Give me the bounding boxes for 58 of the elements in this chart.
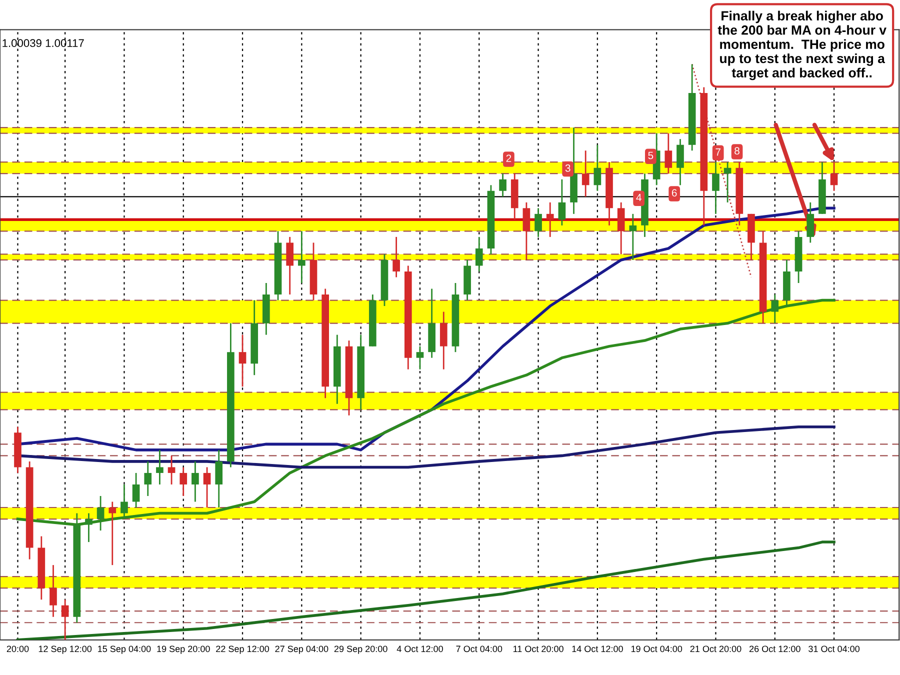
annotation: 2 — [506, 154, 512, 162]
candlestick — [108, 501, 116, 566]
candlestick — [522, 202, 530, 261]
annotation: 3 — [565, 164, 570, 172]
x-tick-label: 19 Sep 20:00 — [157, 646, 210, 654]
candlestick — [192, 460, 199, 502]
candlestick — [558, 178, 566, 226]
x-tick-label: 29 Sep 20:00 — [334, 646, 388, 654]
candlestick — [806, 202, 814, 244]
x-tick-label: 7 Oct 04:00 — [456, 646, 502, 652]
candlestick — [203, 466, 211, 508]
candlestick — [144, 460, 152, 497]
x-tick-label: 4 Oct 12:00 — [396, 646, 443, 652]
candlestick — [617, 202, 625, 255]
annotation: 8 — [734, 147, 740, 155]
candlestick — [50, 564, 57, 618]
x-tick-label: 27 Sep 04:00 — [275, 646, 328, 654]
candlestick — [475, 236, 483, 272]
x-tick-label: 15 Sep 04:00 — [98, 646, 151, 654]
candlestick — [238, 334, 246, 388]
x-tick-label: 31 Oct 04:00 — [808, 646, 860, 652]
x-tick-label: 11 Oct 20:00 — [513, 646, 564, 652]
x-tick-label: 12 Sep 12:00 — [38, 646, 92, 654]
candlestick — [286, 236, 294, 296]
candlestick — [61, 598, 69, 640]
text: 1.00039 1.00117 — [2, 39, 84, 48]
candlestick — [298, 230, 306, 284]
x-tick-label: 22 Sep 12:00 — [216, 646, 270, 654]
candlestick — [132, 472, 140, 508]
candlestick — [534, 207, 542, 238]
candlestick — [180, 466, 188, 497]
annotation: 4 — [636, 194, 642, 202]
x-tick-label: 26 Oct 12:00 — [749, 646, 800, 652]
candlestick — [416, 346, 424, 370]
x-tick-label: 21 Oct 20:00 — [690, 646, 742, 652]
x-tick-label: 14 Oct 12:00 — [572, 646, 623, 652]
candlestick — [830, 161, 838, 192]
x-tick-label: 20:00 — [6, 646, 29, 652]
candlestick — [712, 161, 720, 215]
candlestick — [594, 144, 602, 192]
annotation: 6 — [672, 189, 677, 197]
annotation: Finally a break higher abo the 200 bar MA on 4-hour v momentum. THe price mo up to test the next swing a target and backed off.. — [718, 10, 886, 80]
candlestick — [676, 138, 684, 186]
candlestick — [392, 236, 400, 278]
candlestick — [215, 449, 223, 508]
candlestick — [629, 213, 637, 261]
annotation: 7 — [716, 148, 720, 156]
candlestick — [724, 161, 732, 204]
candlestick — [582, 150, 590, 198]
candlestick — [546, 202, 554, 238]
candlestick — [664, 132, 672, 174]
candlestick — [440, 311, 448, 370]
candlestick — [120, 484, 128, 520]
candlestick — [499, 172, 506, 198]
annotation: 5 — [648, 152, 654, 160]
candlestick — [168, 454, 176, 486]
x-tick-label: 19 Oct 04:00 — [631, 646, 682, 652]
candlestick — [156, 449, 164, 486]
